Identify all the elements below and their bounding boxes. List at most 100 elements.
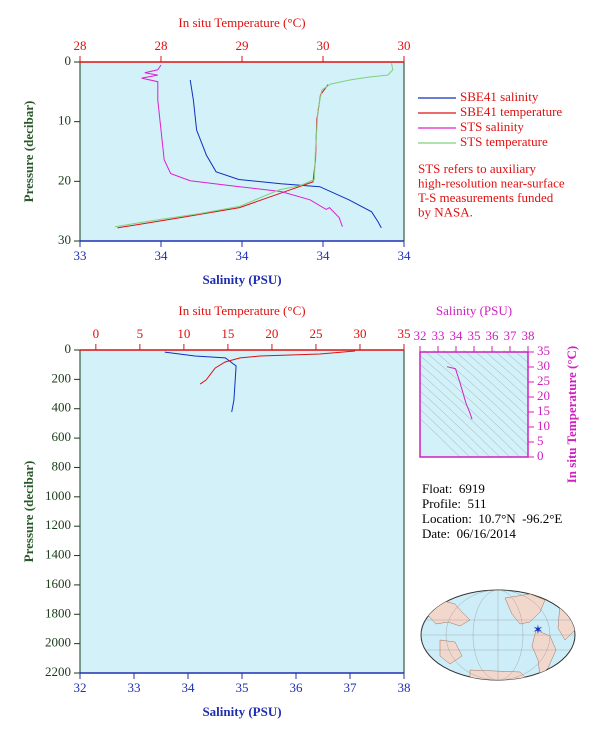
y-tick-label: 5	[537, 433, 544, 448]
x2-tick-label: 0	[93, 326, 100, 341]
density-contour	[493, 350, 528, 381]
x2-tick-label: 30	[353, 326, 366, 341]
density-contours	[420, 350, 528, 458]
legend-label: SBE41 temperature	[460, 104, 562, 119]
y-tick-label: 0	[65, 53, 72, 68]
density-contour	[420, 418, 462, 458]
y-tick-label: 1400	[45, 547, 71, 562]
x-axis-title: Salinity (PSU)	[436, 303, 512, 318]
y-tick-label: 2000	[45, 635, 71, 650]
y-tick-label: 35	[537, 343, 550, 358]
x-tick-label: 37	[344, 680, 358, 695]
annotation: by NASA.	[418, 204, 473, 219]
density-contour	[420, 381, 502, 458]
density-contour	[453, 350, 528, 417]
density-contour	[513, 350, 528, 363]
annotation: T-S measurements funded	[418, 190, 554, 205]
profile-line	[164, 351, 237, 413]
x-tick-label: 34	[317, 248, 331, 263]
density-contour	[420, 363, 522, 458]
profile-line	[114, 63, 394, 228]
x-tick-label: 35	[236, 680, 249, 695]
y-tick-label: 2200	[45, 664, 71, 679]
x2-tick-label: 35	[468, 328, 481, 343]
y-tick-label: 30	[537, 358, 550, 373]
x2-tick-label: 30	[317, 38, 330, 53]
y-tick-label: 1000	[45, 488, 71, 503]
y-tick-label: 15	[537, 403, 550, 418]
y-tick-label: 800	[52, 458, 72, 473]
density-contour	[420, 355, 528, 456]
density-contour	[420, 399, 482, 458]
x2-tick-label: 20	[265, 326, 278, 341]
x2-tick-label: 35	[398, 326, 411, 341]
density-contour	[443, 350, 528, 427]
annotation: high-resolution near-surface	[418, 175, 565, 190]
x-tick-label: 34	[236, 248, 250, 263]
x2-tick-label: 28	[74, 38, 87, 53]
y-axis-title: In situ Temperature (°C)	[564, 346, 579, 484]
y-tick-label: 600	[52, 429, 72, 444]
x-tick-label: 34	[182, 680, 196, 695]
y-tick-label: 1200	[45, 517, 71, 532]
x2-tick-label: 36	[486, 328, 500, 343]
density-contour	[433, 350, 528, 436]
world-map: ✶	[420, 589, 576, 681]
x-axis-title: Salinity (PSU)	[202, 704, 281, 719]
y-tick-label: 10	[58, 113, 71, 128]
ts-line	[446, 366, 473, 420]
y-tick-label: 20	[537, 388, 550, 403]
density-contour	[463, 350, 528, 408]
x2-tick-label: 30	[398, 38, 411, 53]
info-date: Date: 06/16/2014	[422, 526, 516, 541]
x-tick-label: 33	[128, 680, 141, 695]
y-tick-label: 0	[65, 341, 72, 356]
y-tick-label: 1600	[45, 576, 71, 591]
profile-line	[141, 64, 343, 227]
float-marker: ✶	[533, 622, 544, 637]
profile-line	[189, 79, 382, 229]
x2-tick-label: 25	[309, 326, 322, 341]
x2-tick-label: 38	[522, 328, 535, 343]
x-tick-label: 38	[398, 680, 411, 695]
density-contour	[473, 350, 528, 399]
y-tick-label: 0	[537, 448, 544, 463]
x-tick-label: 32	[74, 680, 87, 695]
legend-label: STS salinity	[460, 119, 524, 134]
plot-area	[420, 352, 528, 457]
x2-tick-label: 32	[414, 328, 427, 343]
x2-axis-title: In situ Temperature (°C)	[178, 303, 305, 318]
y-axis-title: Pressure (decibar)	[21, 101, 36, 203]
profile-line	[199, 350, 356, 385]
x-tick-label: 34	[155, 248, 169, 263]
y-tick-label: 20	[58, 172, 71, 187]
x-tick-label: 33	[74, 248, 87, 263]
y-tick-label: 25	[537, 373, 550, 388]
density-contour	[420, 372, 512, 458]
x2-tick-label: 10	[177, 326, 190, 341]
density-contour	[483, 350, 528, 390]
density-contour	[423, 350, 528, 446]
x-tick-label: 34	[398, 248, 412, 263]
y-tick-label: 30	[58, 232, 71, 247]
density-contour	[420, 408, 472, 458]
x2-tick-label: 33	[432, 328, 445, 343]
density-contour	[420, 390, 492, 458]
legend-label: STS temperature	[460, 134, 548, 149]
y-tick-label: 10	[537, 418, 550, 433]
y-axis-title: Pressure (decibar)	[21, 461, 36, 563]
info-location: Location: 10.7°N -96.2°E	[422, 511, 562, 526]
x-axis-title: Salinity (PSU)	[202, 272, 281, 287]
x2-axis-title: In situ Temperature (°C)	[178, 15, 305, 30]
x2-tick-label: 29	[236, 38, 249, 53]
density-contour	[503, 350, 528, 372]
y-tick-label: 200	[52, 370, 72, 385]
y-tick-label: 1800	[45, 605, 71, 620]
info-float: Float: 6919	[422, 481, 485, 496]
x2-tick-label: 34	[450, 328, 464, 343]
x2-tick-label: 5	[137, 326, 144, 341]
x2-tick-label: 15	[221, 326, 234, 341]
float-info: Float: 6919 Profile: 511 Location: 10.7°…	[422, 481, 562, 541]
